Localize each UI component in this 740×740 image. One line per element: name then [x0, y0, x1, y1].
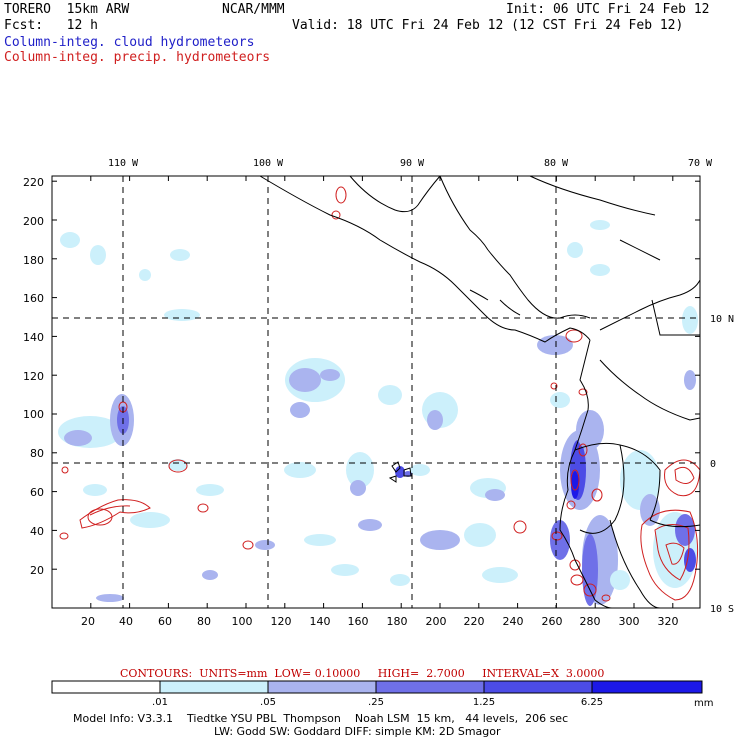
lat-label: 10 S	[710, 604, 734, 615]
color-legend	[51, 680, 703, 694]
y-tick-label: 60	[30, 486, 44, 499]
contour-info: CONTOURS: UNITS=mm LOW= 0.10000 HIGH= 2.…	[120, 667, 605, 680]
x-tick-label: 20	[81, 615, 95, 628]
model-info-line1: Model Info: V3.3.1 Tiedtke YSU PBL Thomp…	[73, 712, 569, 725]
y-tick-label: 40	[30, 525, 44, 538]
legend-threshold: .01	[152, 697, 168, 708]
x-tick-label: 60	[158, 615, 172, 628]
y-tick-label: 140	[23, 331, 44, 344]
lat-label: 10 N	[710, 314, 734, 325]
lon-labels: 110 W 100 W 90 W 80 W 70 W	[108, 158, 713, 169]
y-tick-label: 100	[23, 408, 44, 421]
lat-label: 0	[710, 459, 716, 470]
y-tick-label: 120	[23, 370, 44, 383]
legend-swatch	[159, 680, 269, 694]
x-tick-label: 80	[197, 615, 211, 628]
axis-ticks	[51, 176, 700, 609]
model-name: TORERO 15km ARW	[4, 2, 130, 17]
x-tick-label: 280	[580, 615, 601, 628]
lon-label: 110 W	[108, 158, 139, 169]
lon-label: 80 W	[544, 158, 569, 169]
x-tick-label: 140	[310, 615, 331, 628]
model-info-line2: LW: Godd SW: Goddard DIFF: simple KM: 2D…	[214, 725, 501, 738]
legend-threshold: 1.25	[473, 697, 495, 708]
y-tick-label: 20	[30, 564, 44, 577]
field-precip-label: Column-integ. precip. hydrometeors	[4, 50, 271, 65]
lon-label: 70 W	[688, 158, 713, 169]
lat-labels: 10 N 0 10 S	[710, 314, 734, 615]
x-tick-label: 200	[426, 615, 447, 628]
x-tick-label: 100	[232, 615, 253, 628]
x-tick-label: 320	[658, 615, 679, 628]
y-tick-label: 200	[23, 215, 44, 228]
legend-swatch	[51, 680, 161, 694]
x-tick-label: 240	[503, 615, 524, 628]
init-time: Init: 06 UTC Fri 24 Feb 12	[506, 2, 710, 17]
x-tick-label: 220	[464, 615, 485, 628]
graticule	[52, 176, 700, 608]
legend-swatch	[267, 680, 377, 694]
legend-swatch	[483, 680, 593, 694]
x-tick-label: 160	[348, 615, 369, 628]
legend-thresholds: .01 .05 .25 1.25 6.25	[152, 697, 603, 708]
y-tick-label: 80	[30, 447, 44, 460]
cloud-shading	[58, 220, 698, 606]
legend-swatch	[591, 680, 703, 694]
legend-units: mm	[694, 698, 714, 709]
valid-time: Valid: 18 UTC Fri 24 Feb 12 (12 CST Fri …	[292, 18, 684, 33]
x-tick-label: 180	[387, 615, 408, 628]
x-tick-label: 40	[119, 615, 133, 628]
forecast-hour: Fcst: 12 h	[4, 18, 98, 33]
x-tick-labels: 20 40 60 80 100 120 140 160 180 200 220 …	[81, 615, 679, 628]
x-tick-label: 300	[619, 615, 640, 628]
x-tick-label: 120	[271, 615, 292, 628]
lon-label: 90 W	[400, 158, 425, 169]
y-tick-label: 180	[23, 254, 44, 267]
precip-contours	[59, 186, 701, 602]
lon-label: 100 W	[253, 158, 284, 169]
organization: NCAR/MMM	[222, 2, 285, 17]
legend-threshold: .05	[260, 697, 276, 708]
legend-threshold: 6.25	[581, 697, 603, 708]
y-tick-label: 220	[23, 176, 44, 189]
legend-swatch	[375, 680, 485, 694]
field-cloud-label: Column-integ. cloud hydrometeors	[4, 35, 255, 50]
legend-threshold: .25	[368, 697, 384, 708]
map-frame	[51, 175, 701, 609]
y-tick-labels: 220 200 180 160 140 120 100 80 60 40 20	[23, 176, 44, 577]
x-tick-label: 260	[542, 615, 563, 628]
y-tick-label: 160	[23, 292, 44, 305]
